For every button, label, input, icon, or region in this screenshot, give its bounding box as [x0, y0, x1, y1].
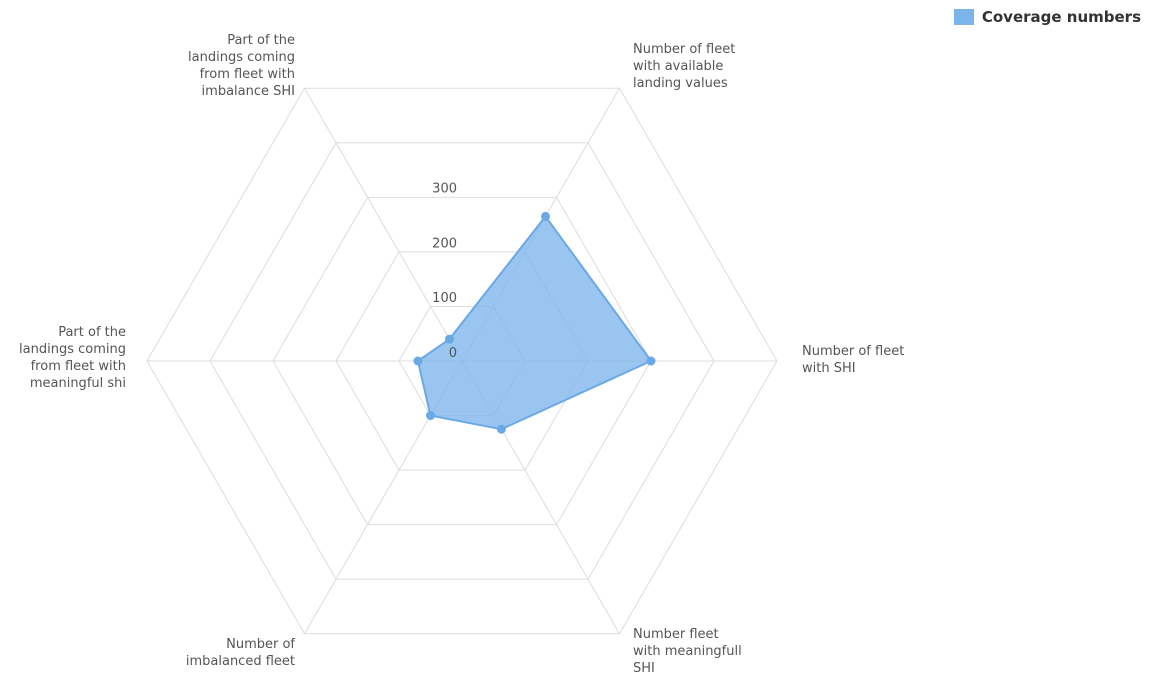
- grid-spoke-6: [304, 87, 463, 362]
- axis-label-6: Part of the landings coming from fleet wit…: [188, 33, 295, 99]
- tick-label: 200: [432, 236, 457, 251]
- axis-label-1: Number of fleet with available landing val…: [633, 42, 735, 91]
- legend-swatch: [953, 9, 974, 25]
- data-point-2[interactable]: [646, 356, 656, 366]
- radar-series: [413, 211, 656, 434]
- axis-label-3: Number fleet with meaningfull SHI: [633, 627, 742, 676]
- axis-label-2: Number of fleet with SHI: [802, 344, 904, 376]
- legend[interactable]: Coverage numbers: [953, 8, 1141, 26]
- tick-label: 0: [449, 346, 457, 361]
- data-point-5[interactable]: [413, 356, 423, 366]
- tick-label: 100: [432, 291, 457, 306]
- legend-label: Coverage numbers: [981, 8, 1141, 26]
- data-point-3[interactable]: [496, 424, 506, 434]
- radial-tick-labels: 0 100 200 300: [432, 182, 457, 361]
- axis-label-5: Part of the landings coming from fleet wit…: [19, 325, 126, 391]
- axis-labels: Number of fleet with available landing val…: [19, 33, 904, 676]
- tick-label: 300: [432, 182, 457, 197]
- data-point-4[interactable]: [426, 411, 435, 421]
- data-point-6[interactable]: [444, 334, 454, 344]
- axis-label-4: Number of imbalanced fleet: [186, 637, 296, 669]
- data-point-1[interactable]: [540, 211, 550, 221]
